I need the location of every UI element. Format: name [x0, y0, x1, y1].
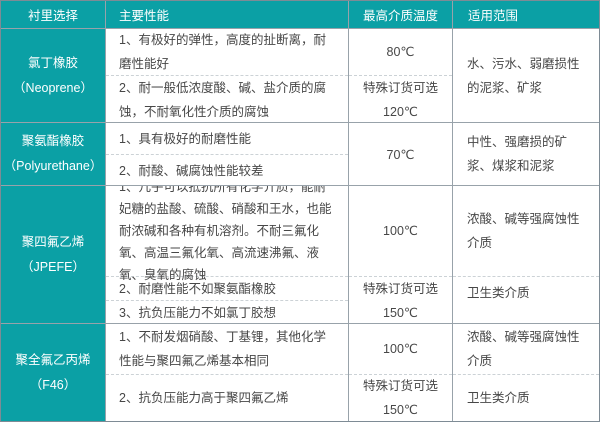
header-cell-range: 适用范围	[453, 1, 599, 28]
temp-value: 150℃	[383, 403, 418, 417]
special-order-note: 特殊订货可选	[362, 281, 438, 296]
material-name: 聚四氟乙烯	[21, 234, 85, 249]
material-name: 氯丁橡胶	[27, 55, 78, 70]
range-cell: 中性、强磨损的矿浆、煤浆和泥浆	[453, 123, 599, 185]
header-cell-max-temp: 最高介质温度	[349, 1, 453, 28]
range-cell: 浓酸、碱等强腐蚀性介质 卫生类介质	[453, 186, 599, 323]
material-cell: 氯丁橡胶 （Neoprene）	[1, 29, 106, 122]
temp-value: 70℃	[386, 147, 415, 162]
performance-item: 1、几乎可以抵抗所有化学介质，能耐妃糖的盐酸、硫酸、硝酸和王水，也能耐浓碱和各种…	[119, 186, 332, 282]
material-name: 聚氨酯橡胶	[21, 134, 85, 148]
material-en-name: （F46）	[29, 377, 77, 392]
range-text: 中性、强磨损的矿浆、煤浆和泥浆	[467, 135, 568, 173]
material-en-name: （JPEFE）	[21, 259, 85, 274]
material-name: 聚全氟乙丙烯	[15, 352, 91, 367]
performance-item: 1、具有极好的耐磨性能	[119, 131, 251, 146]
performance-cell: 1、具有极好的耐磨性能 2、耐酸、碱腐蚀性能较差	[106, 123, 349, 185]
special-order-note: 特殊订货可选	[362, 80, 438, 95]
temperature-cell: 100℃ 特殊订货可选 150℃	[349, 186, 453, 323]
material-cell: 聚四氟乙烯 （JPEFE）	[1, 186, 106, 323]
table-row-ptfe: 聚四氟乙烯 （JPEFE） 1、几乎可以抵抗所有化学介质，能耐妃糖的盐酸、硫酸、…	[1, 186, 599, 324]
material-cell: 聚氨酯橡胶 （Polyurethane）	[1, 123, 106, 185]
range-cell: 水、污水、弱磨损性的泥浆、矿浆	[453, 29, 599, 122]
temperature-cell: 100℃ 特殊订货可选 150℃	[349, 324, 453, 421]
material-en-name: （Polyurethane）	[3, 159, 103, 173]
range-text: 卫生类介质	[453, 374, 599, 421]
performance-item: 1、有极好的弹性，高度的扯断离，耐磨性能好	[119, 33, 326, 71]
temperature-cell: 70℃	[349, 123, 453, 185]
temp-special-order: 特殊订货可选 120℃	[349, 75, 452, 122]
table-row-f46: 聚全氟乙丙烯 （F46） 1、不耐发烟硝酸、丁基锂，其他化学性能与聚四氟乙烯基本…	[1, 324, 599, 421]
temp-value: 100℃	[383, 342, 418, 356]
temp-value: 100℃	[383, 224, 418, 238]
temp-value: 80℃	[386, 45, 415, 59]
performance-cell: 1、几乎可以抵抗所有化学介质，能耐妃糖的盐酸、硫酸、硝酸和王水，也能耐浓碱和各种…	[106, 186, 349, 323]
table-row-polyurethane: 聚氨酯橡胶 （Polyurethane） 1、具有极好的耐磨性能 2、耐酸、碱腐…	[1, 123, 599, 186]
performance-item: 1、不耐发烟硝酸、丁基锂，其他化学性能与聚四氟乙烯基本相同	[119, 330, 326, 368]
header-label: 主要性能	[119, 9, 170, 23]
header-label: 最高介质温度	[362, 9, 438, 23]
material-cell: 聚全氟乙丙烯 （F46）	[1, 324, 106, 421]
table-row-neoprene: 氯丁橡胶 （Neoprene） 1、有极好的弹性，高度的扯断离，耐磨性能好 2、…	[1, 29, 599, 123]
range-text: 卫生类介质	[453, 276, 599, 323]
performance-item: 2、抗负压能力高于聚四氟乙烯	[106, 374, 348, 421]
performance-cell: 1、有极好的弹性，高度的扯断离，耐磨性能好 2、耐一般低浓度酸、碱、盐介质的腐蚀…	[106, 29, 349, 122]
range-cell: 浓酸、碱等强腐蚀性介质 卫生类介质	[453, 324, 599, 421]
performance-cell: 1、不耐发烟硝酸、丁基锂，其他化学性能与聚四氟乙烯基本相同 2、抗负压能力高于聚…	[106, 324, 349, 421]
performance-item: 2、耐磨性能不如聚氨酯橡胶	[106, 276, 348, 300]
temp-special-order: 特殊订货可选 150℃	[349, 276, 452, 323]
range-text: 浓酸、碱等强腐蚀性介质	[467, 330, 580, 368]
header-cell-performance: 主要性能	[106, 1, 349, 28]
range-text: 水、污水、弱磨损性的泥浆、矿浆	[467, 56, 580, 95]
temp-special-order: 特殊订货可选 150℃	[349, 374, 452, 421]
performance-item: 2、耐一般低浓度酸、碱、盐介质的腐蚀，不耐氧化性介质的腐蚀	[106, 75, 348, 122]
header-label: 衬里选择	[27, 9, 78, 23]
temp-value: 120℃	[383, 104, 418, 119]
header-label: 适用范围	[468, 9, 519, 23]
temp-value: 150℃	[383, 305, 418, 320]
header-cell-lining: 衬里选择	[1, 1, 106, 28]
temperature-cell: 80℃ 特殊订货可选 120℃	[349, 29, 453, 122]
performance-item: 2、耐酸、碱腐蚀性能较差	[106, 154, 348, 185]
performance-item: 3、抗负压能力不如氯丁胶想	[106, 300, 348, 323]
range-text: 浓酸、碱等强腐蚀性介质	[467, 212, 580, 250]
special-order-note: 特殊订货可选	[362, 379, 438, 393]
material-en-name: （Neoprene）	[13, 80, 93, 95]
table-header-row: 衬里选择 主要性能 最高介质温度 适用范围	[1, 1, 599, 29]
